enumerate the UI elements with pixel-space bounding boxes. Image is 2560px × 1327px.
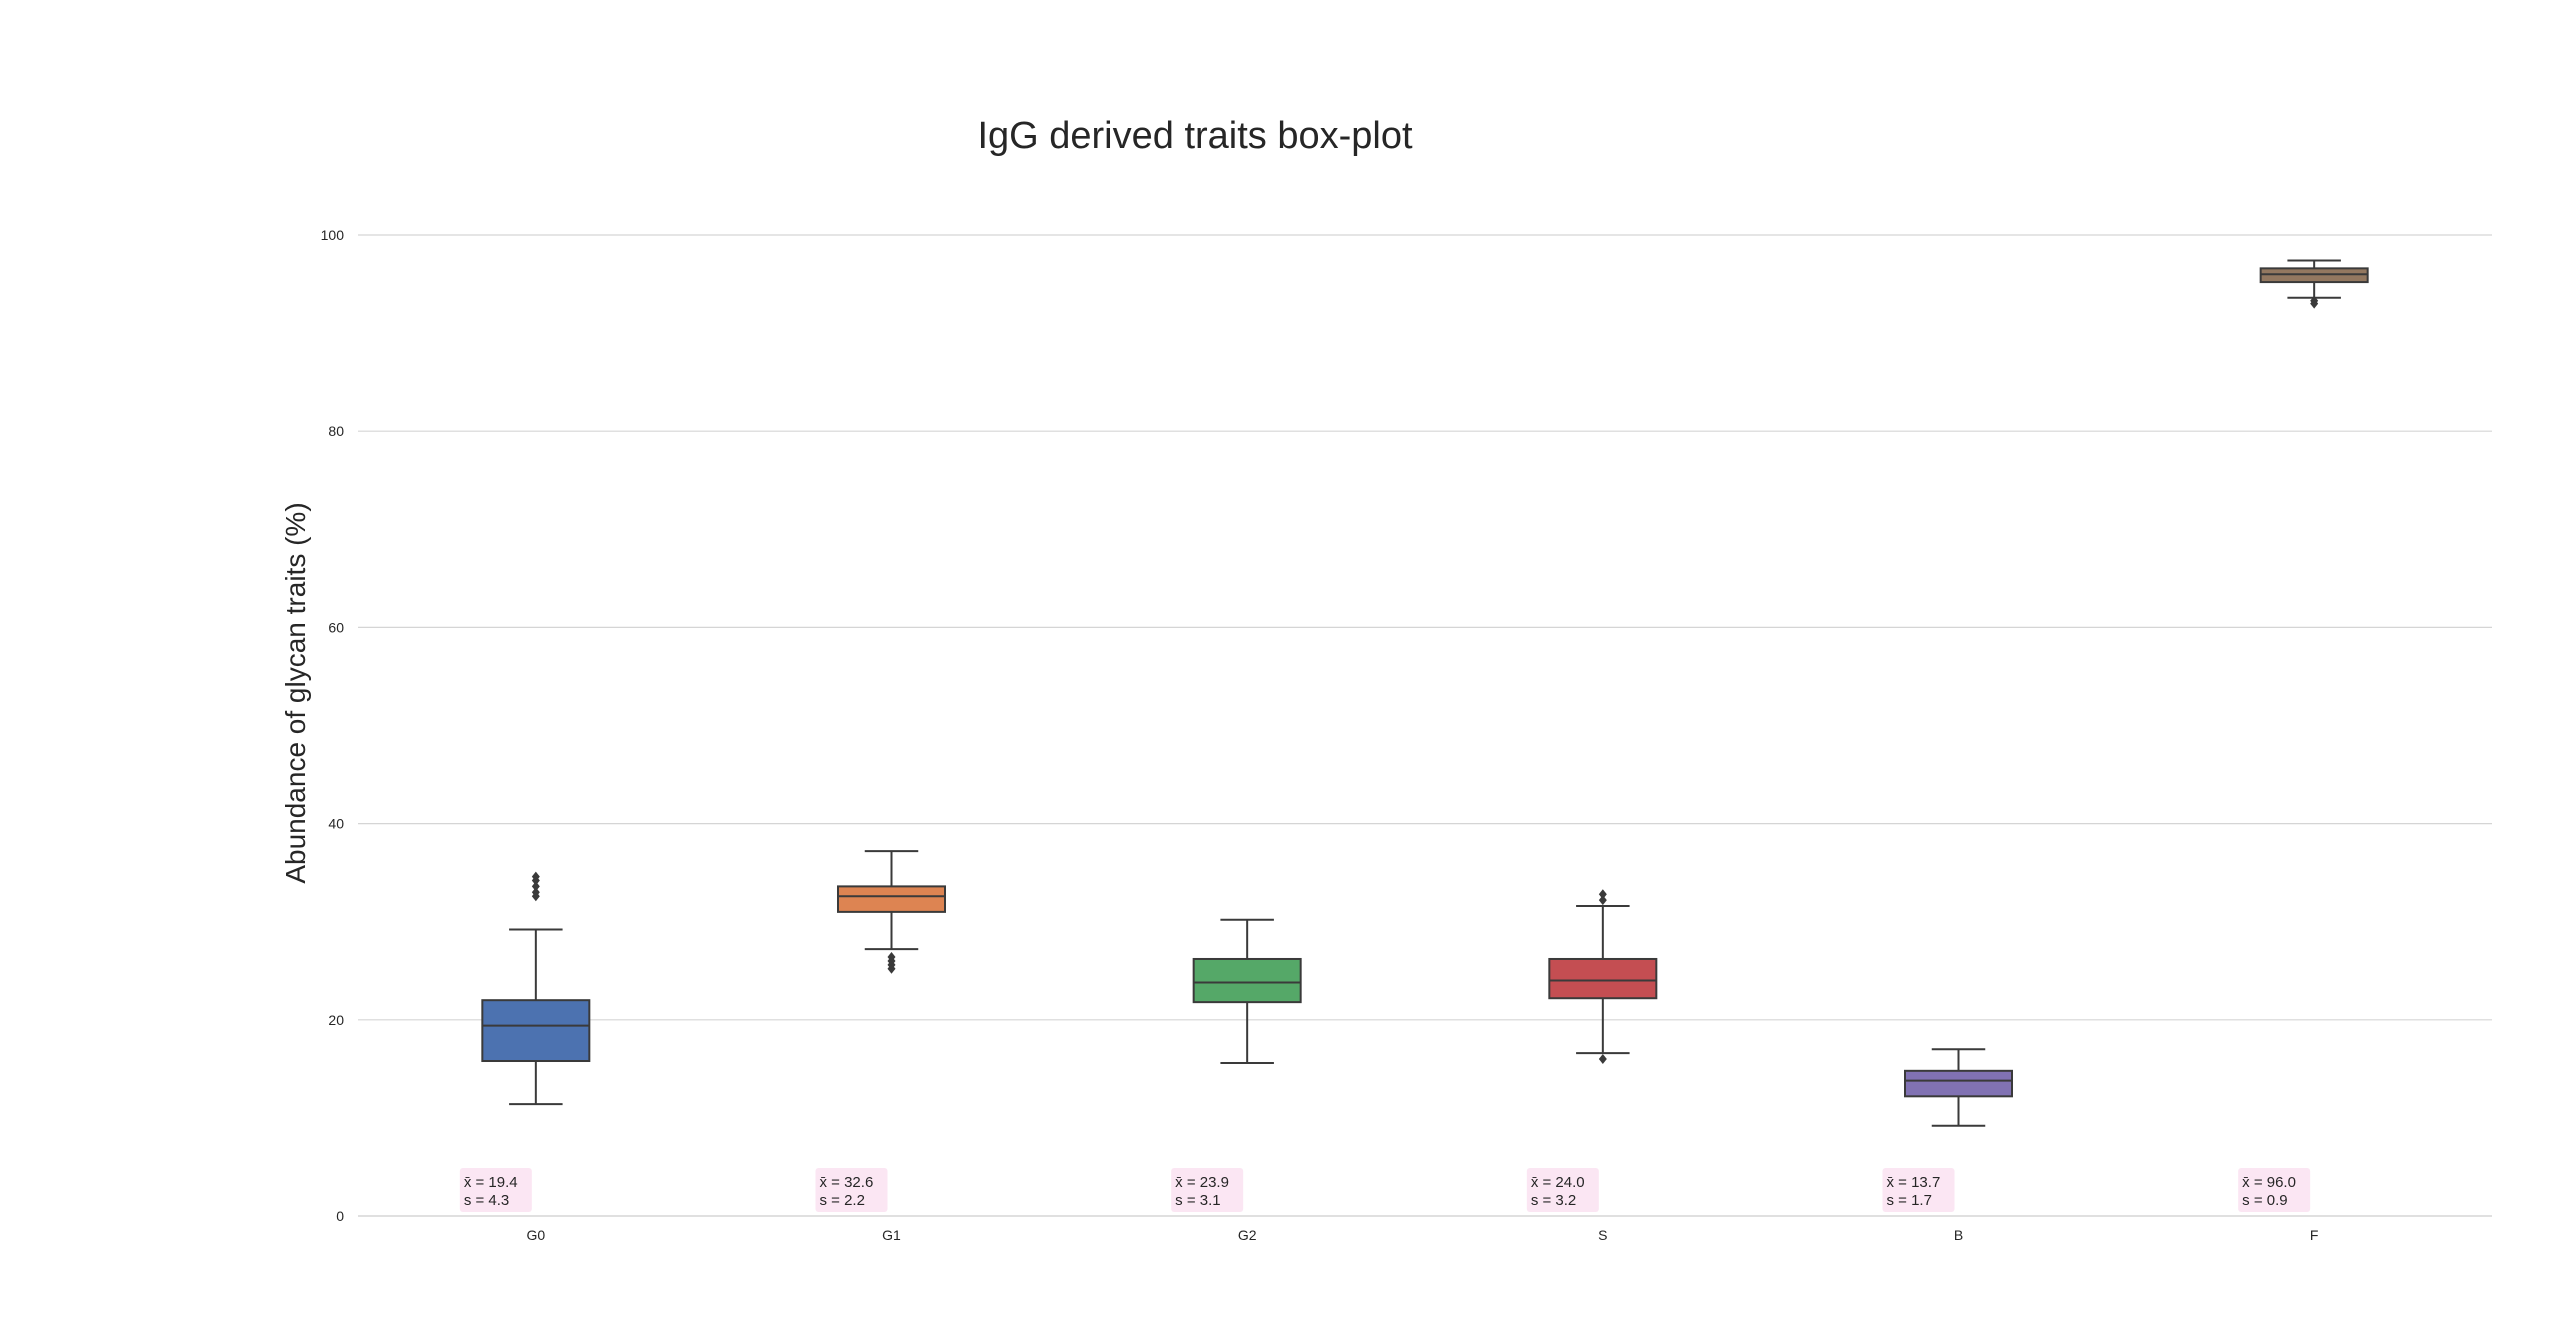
mean-label: x̄ = 24.0: [1531, 1174, 1585, 1191]
y-tick-label-20: 20: [328, 1012, 344, 1028]
sd-label: s = 3.2: [1531, 1192, 1576, 1209]
stat-annotation-S: x̄ = 24.0s = 3.2: [1526, 1168, 1599, 1212]
stat-annotation-B: x̄ = 13.7s = 1.7: [1882, 1168, 1955, 1212]
outlier-point: [531, 887, 540, 898]
x-tick-labels: G0 G1 G2 S B F: [526, 1227, 2318, 1243]
outlier-point: [1598, 895, 1607, 906]
y-axis-label: Abundance of glycan traits (%): [280, 502, 311, 883]
y-tick-label-60: 60: [328, 619, 344, 635]
sd-label: s = 2.2: [820, 1192, 865, 1209]
mean-label: x̄ = 32.6: [820, 1174, 874, 1191]
box-F: [2259, 259, 2369, 309]
annotation-background: [1526, 1168, 1599, 1212]
iqr-box: [1192, 957, 1302, 1004]
annotation-background: [815, 1168, 888, 1212]
sd-label: s = 3.1: [1175, 1192, 1220, 1209]
stat-annotations: x̄ = 19.4s = 4.3 x̄ = 32.6s = 2.2 x̄ = 23.…: [459, 1168, 2311, 1212]
y-tick-label-0: 0: [336, 1208, 344, 1224]
gridlines: [358, 234, 2492, 1217]
x-tick-label-F: F: [2310, 1227, 2319, 1243]
stat-annotation-G2: x̄ = 23.9s = 3.1: [1171, 1168, 1244, 1212]
outlier-point: [531, 871, 540, 882]
x-tick-label-B: B: [1954, 1227, 1963, 1243]
iqr-box: [481, 999, 591, 1063]
stat-annotation-F: x̄ = 96.0s = 0.9: [2238, 1168, 2311, 1212]
mean-label: x̄ = 13.7: [1887, 1174, 1941, 1191]
outlier-point: [2310, 295, 2319, 306]
sd-label: s = 4.3: [464, 1192, 509, 1209]
outlier-point: [531, 881, 540, 892]
y-tick-label-80: 80: [328, 423, 344, 439]
y-tick-label-40: 40: [328, 816, 344, 832]
iqr-box: [1904, 1069, 2013, 1098]
annotation-background: [2238, 1168, 2311, 1212]
stat-annotation-G0: x̄ = 19.4s = 4.3: [459, 1168, 532, 1212]
x-tick-label-G1: G1: [882, 1227, 901, 1243]
boxes: [481, 259, 2369, 1127]
mean-label: x̄ = 23.9: [1175, 1174, 1229, 1191]
annotation-background: [1171, 1168, 1244, 1212]
box-G0: [481, 871, 591, 1106]
sd-label: s = 1.7: [1887, 1192, 1932, 1209]
stat-annotation-G1: x̄ = 32.6s = 2.2: [815, 1168, 888, 1212]
mean-label: x̄ = 96.0: [2242, 1174, 2296, 1191]
x-tick-label-G2: G2: [1238, 1227, 1257, 1243]
box-G1: [837, 850, 946, 974]
sd-label: s = 0.9: [2242, 1192, 2287, 1209]
box-S: [1548, 889, 1658, 1065]
x-tick-label-S: S: [1598, 1227, 1607, 1243]
outlier-point: [1598, 1054, 1607, 1065]
outlier-point: [1598, 889, 1607, 900]
box-G2: [1192, 918, 1302, 1064]
iqr-box: [1548, 957, 1658, 1000]
box-B: [1904, 1048, 2013, 1127]
annotation-background: [459, 1168, 532, 1212]
mean-label: x̄ = 19.4: [464, 1174, 518, 1191]
x-tick-label-G0: G0: [526, 1227, 545, 1243]
outlier-point: [887, 952, 896, 963]
y-tick-label-100: 100: [321, 227, 345, 243]
chart-title: IgG derived traits box-plot: [977, 115, 1413, 157]
iqr-box: [837, 885, 946, 913]
annotation-background: [1882, 1168, 1955, 1212]
y-tick-labels: 0 20 40 60 80 100: [321, 227, 345, 1224]
